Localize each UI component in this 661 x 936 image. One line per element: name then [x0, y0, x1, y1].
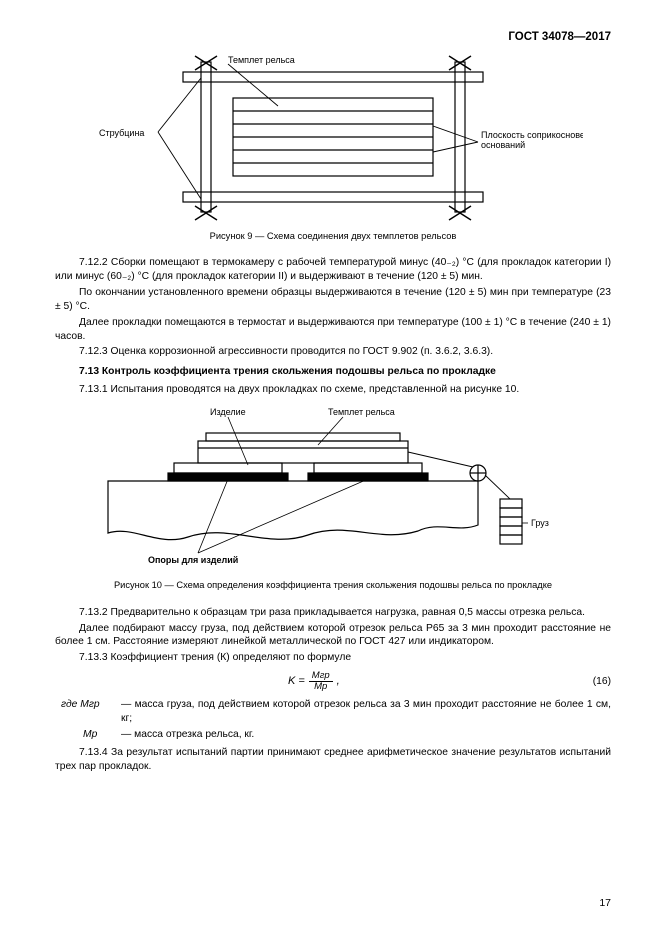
para-7-13-1: 7.13.1 Испытания проводятся на двух прок…: [55, 383, 611, 397]
fig10-label-izdelie: Изделие: [210, 407, 246, 417]
para-7-12-2-b: По окончании установленного времени обра…: [55, 286, 611, 314]
figure-10-caption: Рисунок 10 — Схема определения коэффицие…: [55, 579, 611, 592]
fig9-label-plane-2: оснований: [481, 140, 525, 150]
section-7-13-title: 7.13 Контроль коэффициента трения скольж…: [55, 365, 611, 379]
fig9-label-clamp: Струбцина: [99, 128, 144, 138]
where-txt-2: — масса отрезка рельса, кг.: [121, 728, 611, 742]
fig10-label-templet: Темплет рельса: [328, 407, 395, 417]
formula-16: K = Mгр Mр , (16): [55, 671, 611, 692]
fig10-label-gruz: Груз: [531, 518, 549, 528]
where-txt-1: — масса груза, под действием которой отр…: [121, 698, 611, 726]
equation-number: (16): [573, 675, 611, 689]
formula-den: Mр: [311, 682, 330, 692]
figure-9: Темплет рельса Струбцина Плоскость сопри…: [83, 54, 583, 224]
where-sym-1: где Mгр: [55, 698, 121, 726]
formula-lhs: K =: [288, 674, 305, 689]
para-7-13-2-b: Далее подбирают массу груза, под действи…: [55, 622, 611, 650]
para-7-12-2-a: 7.12.2 Сборки помещают в термокамеру с р…: [55, 256, 611, 284]
standard-header: ГОСТ 34078—2017: [55, 30, 611, 46]
formula-tail: ,: [337, 674, 340, 689]
fig9-label-templet: Темплет рельса: [228, 55, 295, 65]
para-7-13-3-lead: 7.13.3 Коэффициент трения (К) определяют…: [55, 651, 611, 665]
where-sym-2: Mр: [55, 728, 121, 742]
figure-10: Изделие Темплет рельса Груз Опоры для из…: [78, 403, 588, 573]
para-7-13-2-a: 7.13.2 Предварительно к образцам три раз…: [55, 606, 611, 620]
fig10-label-opory: Опоры для изделий: [148, 555, 238, 565]
para-7-12-2-c: Далее прокладки помещаются в термостат и…: [55, 316, 611, 344]
para-7-12-3: 7.12.3 Оценка коррозионной агрессивности…: [55, 345, 611, 359]
figure-9-caption: Рисунок 9 — Схема соединения двух темпле…: [55, 230, 611, 243]
para-7-13-4: 7.13.4 За результат испытаний партии при…: [55, 746, 611, 774]
fig9-label-plane-1: Плоскость соприкосновения: [481, 130, 583, 140]
page-number: 17: [599, 896, 611, 910]
page: ГОСТ 34078—2017: [0, 0, 661, 936]
where-block: где Mгр — масса груза, под действием кот…: [55, 698, 611, 742]
